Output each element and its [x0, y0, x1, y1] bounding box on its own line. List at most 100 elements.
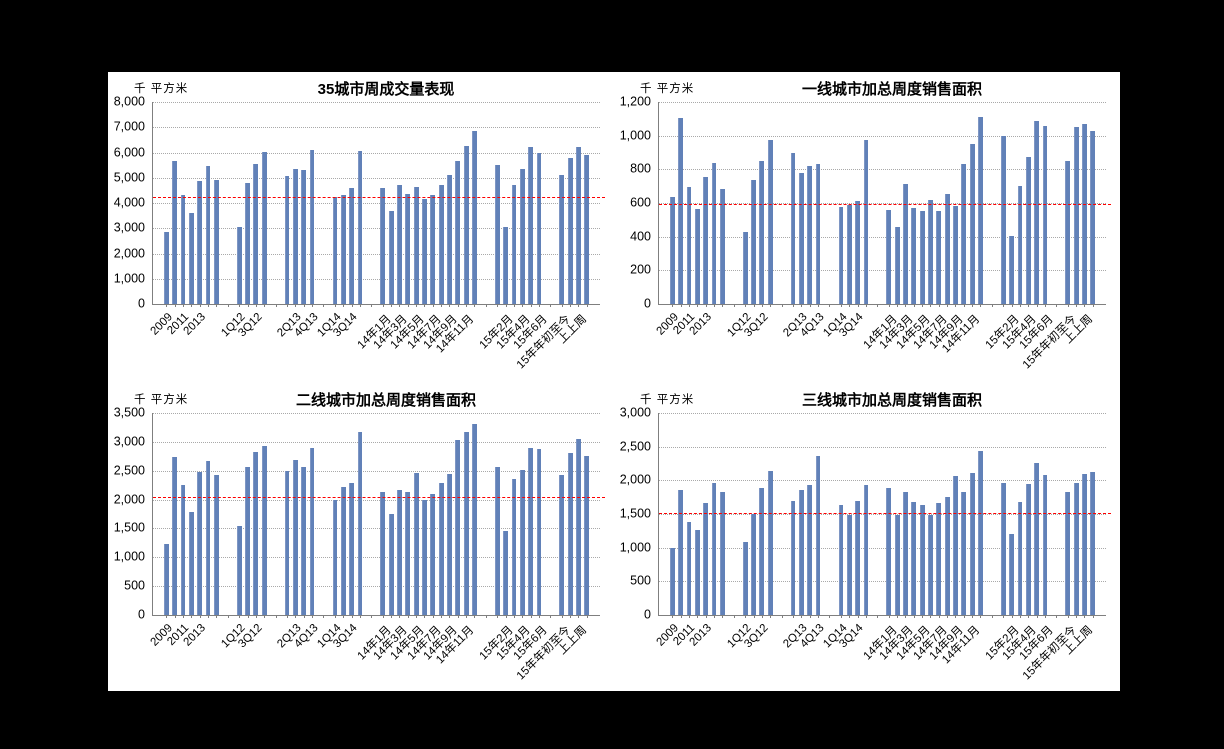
bar: [928, 515, 933, 615]
gridline: [153, 203, 600, 204]
bar: [767, 139, 773, 304]
bar: [1000, 135, 1006, 304]
bar-slot: [718, 413, 726, 618]
bar: [978, 117, 983, 304]
bar-slot: 2011: [165, 413, 191, 648]
bar-slot: 4Q13: [798, 413, 827, 650]
bar: [1042, 126, 1048, 304]
bar: [711, 483, 717, 615]
bar: [447, 175, 452, 304]
bar-slot: 14年3月: [372, 102, 410, 351]
bar-slot: 4Q13: [292, 102, 321, 339]
chart-header: 千 平方米 35城市周成交量表现: [108, 72, 614, 102]
bar-slot: 14年9月: [422, 413, 460, 662]
bar-slot: 3Q12: [236, 413, 264, 650]
bar: [751, 180, 756, 304]
bar: [332, 499, 338, 615]
plot-area: 2009 2011 2013 1Q12 3Q12 2Q13 4Q13 1Q14 3Q14 14年1…: [148, 102, 605, 371]
gridline: [153, 413, 600, 414]
bar-slot: [693, 102, 701, 307]
chart-title: 二线城市加总周度销售面积: [295, 392, 476, 409]
bar: [340, 487, 346, 615]
bar-slot: [893, 413, 901, 618]
bar-slot: [1072, 102, 1080, 307]
bar: [447, 474, 452, 615]
bar: [405, 491, 411, 615]
bar-slot: 15年年初至今: [1020, 102, 1078, 371]
bar-slot: [1089, 102, 1097, 307]
plot-area: 2009 2011 2013 1Q12 3Q12 2Q13 4Q13 1Q14 3Q14 14年1…: [148, 413, 605, 682]
gridline: [153, 278, 600, 280]
bar-slot: 4Q13: [798, 102, 827, 339]
bar-slot: 1Q12: [219, 102, 248, 339]
gridline: [659, 203, 1106, 204]
y-axis-unit-label: 千 平方米: [640, 394, 695, 406]
bar: [1073, 127, 1079, 304]
y-tick-label: 1,500: [113, 521, 145, 536]
bar-slot: [454, 102, 462, 307]
bar: [742, 541, 748, 615]
bar: [172, 160, 178, 304]
bar-slot: [1016, 102, 1024, 307]
bars-row: 2009 2011 2013 1Q12 3Q12 2Q13 4Q13 1Q14 3Q14 14年1…: [148, 102, 600, 371]
bar-slot: [404, 102, 412, 307]
bar: [576, 438, 581, 615]
bar-slot: [204, 413, 212, 618]
bar: [511, 184, 517, 304]
bar: [245, 182, 250, 304]
group-gap: [774, 102, 789, 307]
bar-slot: [676, 102, 684, 307]
bar-slot: [283, 413, 291, 618]
bar-slot: [170, 102, 178, 307]
group-gap: [985, 102, 1000, 307]
bar-slot: 14年1月: [355, 102, 393, 351]
bar: [284, 470, 290, 615]
bar-slot: [976, 102, 984, 307]
bar-slot: 上上周: [556, 413, 589, 657]
bar-slot: 1Q14: [821, 413, 849, 650]
bar: [1025, 483, 1031, 615]
bar-slot: 14年1月: [861, 413, 899, 662]
bar: [253, 163, 259, 304]
bar-slot: [749, 102, 757, 307]
bar: [903, 184, 908, 304]
bar-slot: 14年1月: [861, 102, 899, 351]
bar-slot: [243, 413, 251, 618]
reference-line: [153, 497, 605, 499]
gridline: [153, 228, 600, 230]
bar-slot: [583, 413, 591, 618]
bar-slot: 15年6月: [511, 102, 550, 351]
bar-slot: 14年1月: [355, 413, 393, 662]
bar-slot: [493, 413, 501, 618]
y-tick-label: 0: [138, 607, 145, 622]
bar: [559, 175, 565, 304]
bar: [236, 226, 242, 304]
bar: [380, 187, 386, 304]
bar-slot: 14年9月: [928, 413, 966, 662]
bar: [1017, 186, 1023, 304]
group-gap: [220, 413, 235, 618]
bar: [253, 452, 259, 615]
bar-slot: 14年3月: [372, 413, 410, 662]
bar-slot: [170, 413, 178, 618]
bar: [528, 147, 534, 304]
bar: [463, 146, 469, 304]
y-tick-label: 2,000: [619, 473, 651, 488]
bar: [567, 157, 573, 304]
bar-slot: 14年9月: [928, 102, 966, 351]
bar: [472, 130, 477, 304]
y-tick-label: 0: [644, 607, 651, 622]
gridline: [659, 547, 1106, 549]
bar: [944, 193, 950, 304]
bar: [846, 204, 852, 304]
bar: [1073, 483, 1079, 615]
bar: [519, 169, 525, 304]
y-tick-label: 1,000: [113, 550, 145, 565]
bar: [536, 449, 542, 615]
bar-slot: 14年5月: [894, 102, 933, 351]
bar-slot: 2011: [671, 102, 697, 337]
bar-slot: 15年2月: [984, 102, 1022, 351]
bar-slot: [583, 102, 591, 307]
bar-slot: [470, 413, 478, 618]
bar: [438, 483, 444, 615]
